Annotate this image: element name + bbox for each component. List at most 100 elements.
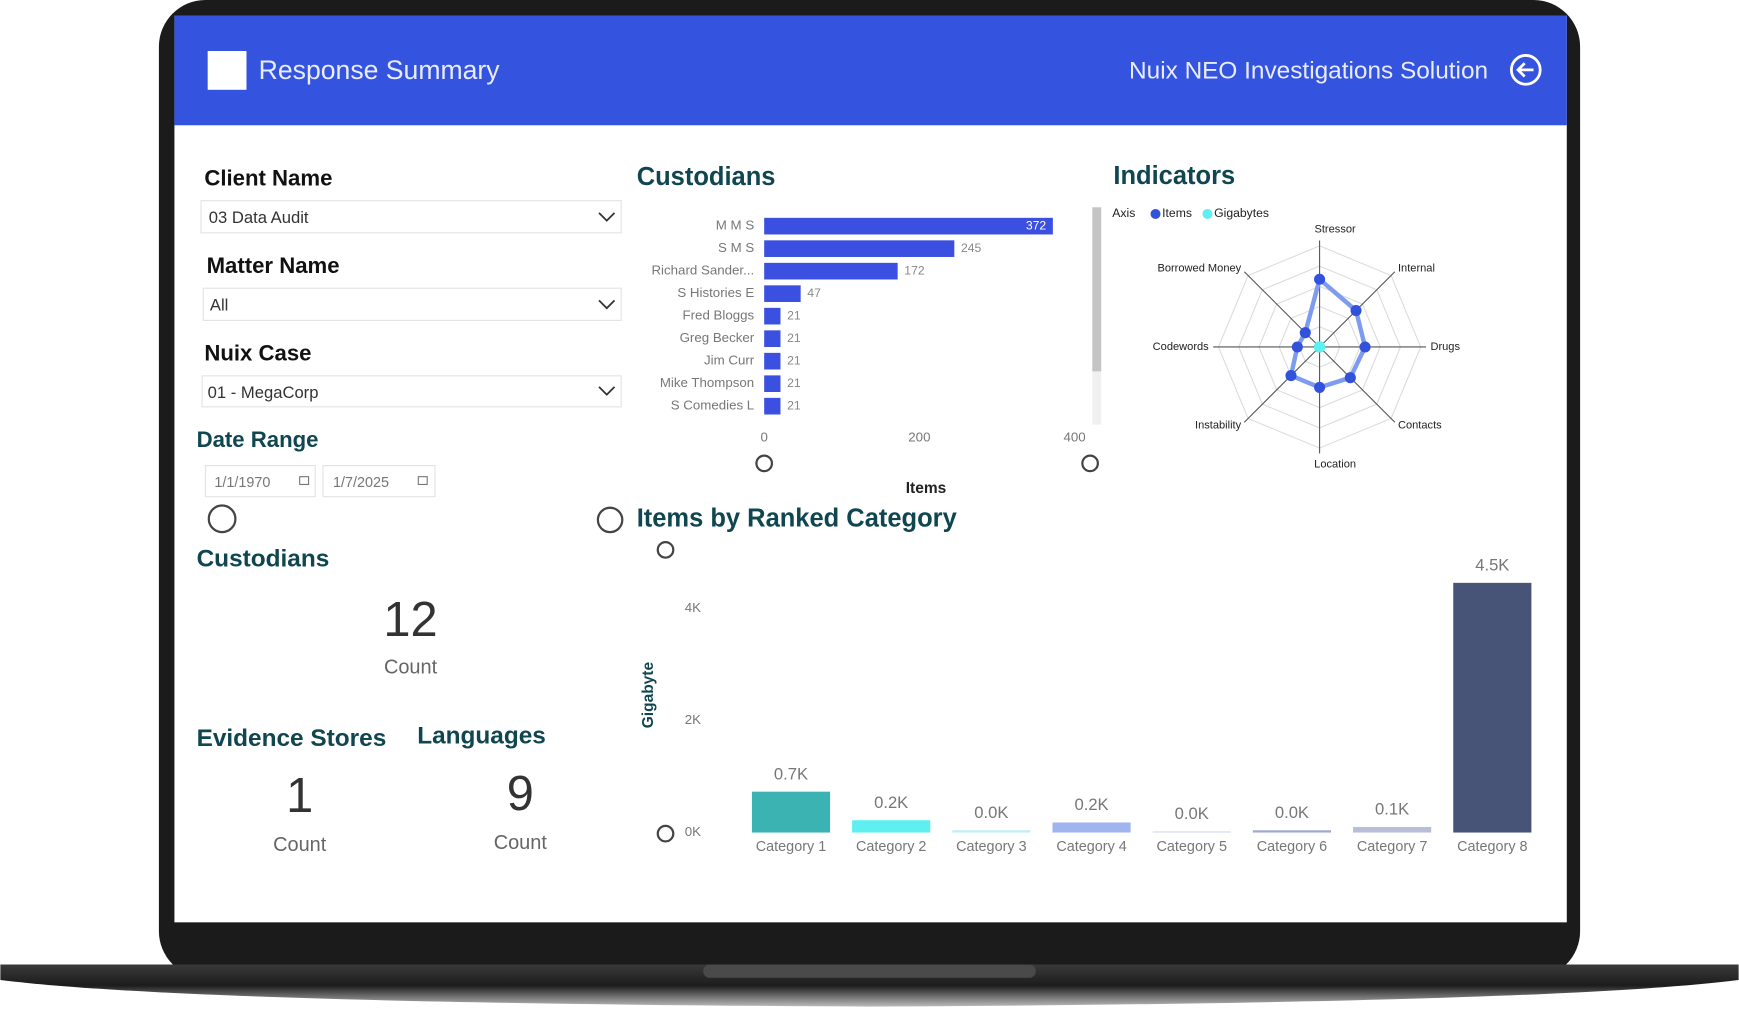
header-subtitle: Nuix NEO Investigations Solution bbox=[1129, 57, 1488, 84]
bar bbox=[1052, 822, 1131, 833]
legend-label: Items bbox=[1162, 206, 1192, 220]
card-value: 1 bbox=[286, 769, 313, 823]
radar-point bbox=[1285, 370, 1297, 382]
x-tick-label: 400 bbox=[1063, 429, 1085, 444]
radar-axis-label: Instability bbox=[1195, 419, 1242, 431]
chart-title: Items by Ranked Category bbox=[637, 505, 958, 533]
x-tick-label: Category 8 bbox=[1457, 839, 1527, 855]
bar bbox=[764, 352, 781, 370]
bar bbox=[764, 217, 1053, 235]
scroll-thumb[interactable] bbox=[1092, 207, 1102, 372]
card-caption: Count bbox=[273, 834, 327, 856]
range-handle[interactable] bbox=[1081, 454, 1099, 473]
card-value: 12 bbox=[383, 593, 437, 647]
y-axis-label: Gigabyte bbox=[640, 662, 657, 729]
x-tick-label: Category 5 bbox=[1157, 839, 1227, 855]
data-label: 0.0K bbox=[1175, 804, 1209, 823]
y-tick-label: S Histories E bbox=[677, 285, 754, 300]
data-label: 0.0K bbox=[1275, 803, 1309, 822]
data-label: 21 bbox=[787, 353, 801, 367]
x-tick-label: Category 1 bbox=[756, 839, 826, 855]
x-tick-label: Category 6 bbox=[1257, 839, 1327, 855]
legend-title: Axis bbox=[1112, 206, 1135, 220]
filter-label: Client Name bbox=[204, 165, 332, 190]
x-tick-label: Category 4 bbox=[1056, 839, 1126, 855]
x-tick-label: Category 3 bbox=[956, 839, 1026, 855]
y-tick-label: 4K bbox=[685, 600, 701, 615]
date-start: 1/1/1970 bbox=[214, 475, 270, 491]
bar bbox=[751, 791, 831, 833]
bar bbox=[764, 240, 955, 257]
radar-axis-label: Location bbox=[1314, 458, 1356, 470]
bar bbox=[1453, 582, 1532, 833]
data-label: 21 bbox=[787, 398, 801, 412]
dropdown[interactable]: All bbox=[202, 287, 622, 321]
radar-point bbox=[1291, 341, 1303, 353]
card-value: 9 bbox=[507, 767, 534, 821]
bar bbox=[764, 262, 898, 280]
data-label: 4.5K bbox=[1475, 556, 1509, 575]
header-bar bbox=[174, 15, 1567, 126]
data-label: 0.7K bbox=[774, 764, 808, 783]
data-label: 245 bbox=[961, 241, 982, 255]
filter-label: Nuix Case bbox=[204, 341, 311, 366]
date-end: 1/7/2025 bbox=[333, 475, 389, 491]
radar-point bbox=[1350, 304, 1362, 317]
radar-spoke bbox=[1319, 346, 1396, 423]
legend-swatch bbox=[1202, 208, 1213, 219]
dropdown[interactable]: 03 Data Audit bbox=[200, 200, 622, 234]
radar-point bbox=[1344, 372, 1356, 384]
laptop-notch bbox=[703, 964, 1036, 978]
bar bbox=[764, 330, 781, 347]
data-label: 21 bbox=[787, 331, 801, 345]
data-label: 372 bbox=[1026, 218, 1047, 232]
data-label: 0.2K bbox=[1074, 795, 1108, 814]
range-handle[interactable] bbox=[656, 824, 675, 843]
radar-point bbox=[1314, 273, 1326, 285]
x-tick-label: Category 7 bbox=[1357, 839, 1427, 855]
y-tick-label: S Comedies L bbox=[671, 398, 755, 413]
date-range-label: Date Range bbox=[197, 427, 319, 452]
card-caption: Count bbox=[384, 657, 438, 679]
back-button[interactable] bbox=[1509, 54, 1542, 86]
bar bbox=[1353, 826, 1432, 833]
data-label: 47 bbox=[807, 286, 821, 300]
x-tick-label: 200 bbox=[908, 429, 930, 444]
x-tick-label: Category 2 bbox=[856, 839, 926, 855]
chart-title: Indicators bbox=[1113, 162, 1235, 190]
chart-title: Custodians bbox=[637, 163, 776, 191]
card-title: Custodians bbox=[197, 545, 330, 572]
toggle-handle[interactable] bbox=[596, 506, 624, 534]
y-tick-label: Richard Sander... bbox=[651, 263, 754, 278]
bar bbox=[764, 397, 781, 415]
radar-axis-label: Drugs bbox=[1430, 341, 1460, 353]
y-tick-label: 0K bbox=[685, 824, 701, 839]
x-tick-label: 0 bbox=[760, 429, 767, 444]
laptop-base bbox=[0, 964, 1739, 1007]
bar bbox=[764, 285, 801, 302]
date-input[interactable]: 1/1/1970 bbox=[204, 465, 316, 498]
dropdown[interactable]: 01 - MegaCorp bbox=[201, 375, 622, 408]
filter-label: Matter Name bbox=[207, 253, 340, 278]
range-handle[interactable] bbox=[755, 454, 774, 473]
range-handle[interactable] bbox=[656, 540, 675, 559]
radar-point bbox=[1299, 327, 1311, 339]
radar-spoke bbox=[1243, 346, 1320, 423]
data-label: 0.1K bbox=[1375, 800, 1409, 819]
y-tick-label: Mike Thompson bbox=[660, 375, 754, 390]
header-title: Response Summary bbox=[259, 55, 501, 85]
radar-axis-label: Borrowed Money bbox=[1157, 263, 1241, 275]
date-input[interactable]: 1/7/2025 bbox=[322, 465, 436, 498]
y-tick-label: Greg Becker bbox=[680, 330, 755, 345]
dropdown-value: All bbox=[210, 295, 228, 314]
slider-handle[interactable] bbox=[207, 504, 237, 534]
bar bbox=[1252, 830, 1332, 833]
radar-axis-label: Contacts bbox=[1398, 419, 1442, 431]
dropdown-value: 03 Data Audit bbox=[209, 208, 309, 227]
data-label: 21 bbox=[787, 308, 801, 322]
card-title: Languages bbox=[417, 723, 546, 750]
card-title: Evidence Stores bbox=[197, 725, 387, 752]
y-tick-label: Jim Curr bbox=[704, 353, 755, 368]
radar-point bbox=[1314, 381, 1326, 393]
